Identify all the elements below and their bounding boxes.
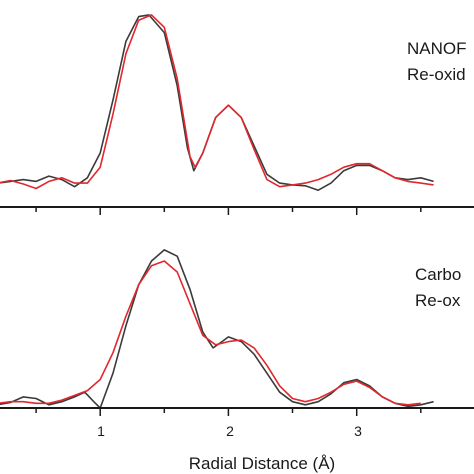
panel-top-series (0, 14, 434, 191)
panel-bottom-ticks (35, 408, 422, 416)
panel-bottom-series (0, 249, 434, 409)
x-axis-title: Radial Distance (Å) (189, 454, 335, 473)
panel-bottom-label-line-2: Re-ox (415, 291, 461, 310)
panel-top-label-line-2: Re-oxid (407, 65, 466, 84)
x-tick-label-1: 1 (97, 423, 105, 439)
panel-top: NANOF Re-oxid (0, 14, 474, 215)
panel-top-ticks (35, 207, 422, 215)
x-tick-label-3: 3 (354, 423, 362, 439)
x-tick-label-2: 2 (226, 423, 234, 439)
panel-bottom-fit-line (0, 260, 421, 406)
panel-top-fit-line (0, 14, 434, 190)
panel-bottom-label-line-1: Carbo (415, 265, 461, 284)
panel-bottom: Carbo Re-ox (0, 249, 474, 416)
panel-top-label-line-1: NANOF (407, 39, 467, 58)
panel-bottom-data-line (0, 249, 434, 409)
